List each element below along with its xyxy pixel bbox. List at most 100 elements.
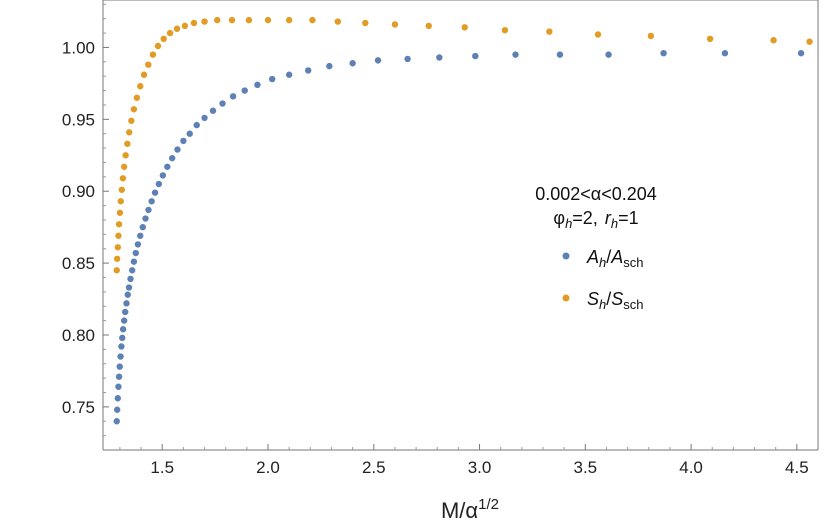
- data-point: [115, 373, 123, 380]
- y-tick-label: 1.00: [62, 38, 95, 57]
- x-axis-ticks: 1.5 2.0 2.5 3.0 3.5 4.0 4.5: [119, 444, 809, 477]
- data-point: [721, 49, 729, 57]
- x-tick-label: 2.5: [362, 458, 386, 477]
- y-axis-ticks: 0.75 0.80 0.85 0.90 0.95 1.00: [62, 3, 109, 437]
- data-point: [155, 180, 163, 188]
- data-point: [145, 61, 152, 68]
- data-point: [241, 87, 248, 94]
- data-point: [124, 291, 131, 298]
- data-point: [119, 326, 127, 333]
- parameters-label: φh=2, rh=1: [553, 208, 638, 231]
- data-point: [201, 18, 208, 25]
- data-point: [806, 38, 813, 45]
- data-point: [142, 215, 149, 222]
- data-point: [605, 51, 612, 58]
- data-point: [512, 51, 519, 58]
- data-point: [115, 221, 123, 228]
- data-point: [186, 130, 193, 137]
- legend-marker-area: [562, 252, 570, 260]
- data-point: [334, 18, 342, 25]
- data-point: [117, 353, 124, 360]
- data-point: [118, 343, 125, 350]
- x-tick-label: 4.0: [679, 458, 703, 477]
- data-point: [125, 284, 133, 291]
- data-point: [556, 51, 564, 58]
- plot-frame: [102, 0, 819, 451]
- data-point: [245, 16, 253, 24]
- data-point: [145, 206, 152, 214]
- data-point: [116, 363, 123, 370]
- annotation: 0.002<α<0.204 φh=2, rh=1: [535, 184, 657, 231]
- x-tick-label: 4.5: [785, 458, 809, 477]
- data-point: [118, 186, 126, 193]
- data-point: [113, 267, 120, 274]
- data-point: [706, 35, 714, 43]
- y-tick-label: 0.95: [62, 110, 95, 129]
- legend-label-entropy: Sh/Ssch: [587, 289, 644, 312]
- data-point: [229, 93, 237, 100]
- data-point: [181, 22, 189, 30]
- data-point: [130, 258, 138, 265]
- data-point: [461, 24, 468, 31]
- legend-marker-entropy: [562, 294, 570, 302]
- data-point: [362, 19, 369, 27]
- data-point: [264, 16, 272, 24]
- data-point: [122, 152, 129, 159]
- data-point: [326, 62, 333, 70]
- data-point: [285, 71, 293, 78]
- data-point: [180, 137, 187, 145]
- data-point: [114, 244, 122, 251]
- data-point: [128, 117, 135, 124]
- data-point: [134, 241, 142, 248]
- data-point: [546, 28, 553, 35]
- data-point: [113, 406, 121, 413]
- data-point: [122, 308, 129, 316]
- data-point: [309, 16, 316, 24]
- data-point: [501, 26, 509, 34]
- data-point: [116, 209, 124, 216]
- data-point: [193, 121, 200, 129]
- data-point: [117, 198, 124, 205]
- data-point: [139, 223, 146, 231]
- legend-item-entropy: Sh/Ssch: [562, 289, 644, 312]
- data-point: [228, 16, 236, 24]
- y-tick-label: 0.85: [62, 254, 95, 273]
- data-point: [190, 19, 198, 27]
- legend-label-area: Ah/Asch: [586, 247, 644, 270]
- data-point: [113, 418, 120, 425]
- data-point: [797, 49, 805, 57]
- data-point: [126, 129, 133, 136]
- data-point: [304, 67, 312, 74]
- data-point: [137, 232, 144, 239]
- data-point: [201, 114, 208, 122]
- x-tick-label: 3.5: [573, 458, 597, 477]
- data-point: [173, 25, 181, 32]
- y-tick-label: 0.80: [62, 326, 95, 345]
- data-point: [770, 37, 777, 44]
- data-point: [168, 154, 176, 162]
- x-tick-label: 3.0: [468, 458, 492, 477]
- data-point: [159, 172, 167, 179]
- data-point: [214, 16, 221, 24]
- legend-item-area: Ah/Asch: [562, 247, 644, 270]
- data-point: [660, 49, 667, 57]
- data-point: [349, 60, 356, 67]
- y-tick-label: 0.90: [62, 182, 95, 201]
- data-point: [436, 54, 443, 61]
- x-tick-label: 1.5: [150, 458, 174, 477]
- x-tick-label: 2.0: [256, 458, 280, 477]
- data-point: [391, 21, 399, 28]
- data-point: [647, 32, 655, 40]
- alpha-range-label: 0.002<α<0.204: [535, 184, 657, 204]
- data-point: [132, 249, 139, 257]
- data-point: [174, 146, 181, 153]
- data-point: [133, 94, 141, 101]
- data-point: [128, 267, 136, 274]
- data-point: [160, 35, 167, 43]
- data-point: [149, 51, 157, 58]
- data-point: [120, 163, 128, 170]
- series-area-ratio: [113, 49, 805, 425]
- data-points: [113, 16, 813, 425]
- data-point: [115, 383, 122, 390]
